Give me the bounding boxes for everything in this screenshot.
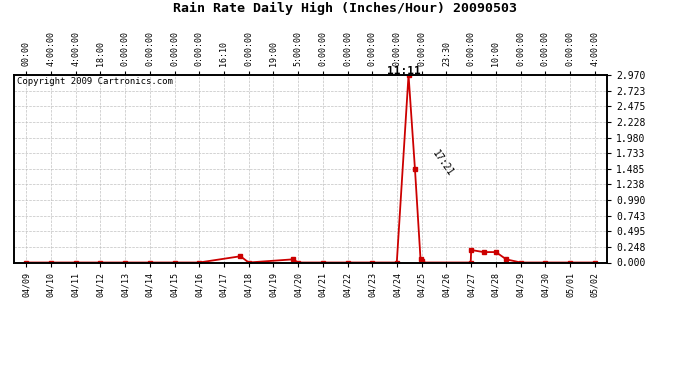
- Text: 17:21: 17:21: [430, 148, 455, 178]
- Text: Rain Rate Daily High (Inches/Hour) 20090503: Rain Rate Daily High (Inches/Hour) 20090…: [173, 2, 517, 15]
- Text: Copyright 2009 Cartronics.com: Copyright 2009 Cartronics.com: [17, 77, 172, 86]
- Text: 11:11: 11:11: [386, 66, 420, 76]
